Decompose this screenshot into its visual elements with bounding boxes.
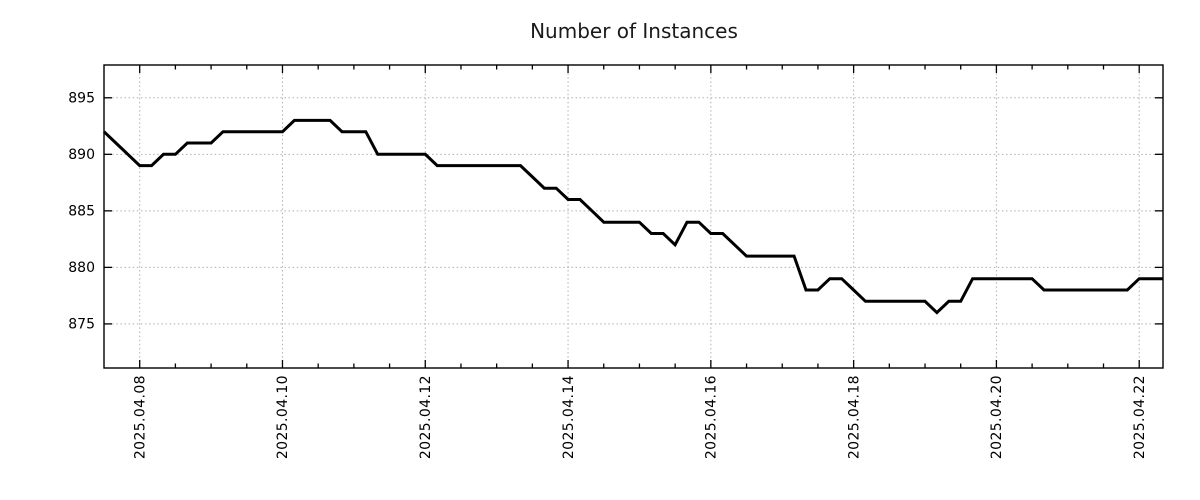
x-tick-label: 2025.04.20 <box>989 375 1005 459</box>
chart-title: Number of Instances <box>530 19 738 43</box>
plot-border-layer <box>103 64 1164 369</box>
x-tick-label: 2025.04.18 <box>846 375 862 459</box>
x-tick-label: 2025.04.16 <box>704 375 720 459</box>
y-tick-label: 890 <box>68 147 95 163</box>
series-layer <box>102 118 1163 315</box>
x-tick-label: 2025.04.22 <box>1132 375 1148 459</box>
x-tick-label: 2025.04.10 <box>275 375 291 459</box>
plot-border <box>103 64 1164 369</box>
gridlines-layer <box>104 65 1163 368</box>
y-tick-label: 885 <box>68 204 95 220</box>
x-tick-label: 2025.04.14 <box>561 375 577 459</box>
axis-labels-layer: 875 880 885 890 895 2025.04.08 2025.04.10 2025.… <box>68 91 1148 460</box>
y-tick-label: 895 <box>68 91 95 107</box>
x-tick-label: 2025.04.12 <box>418 375 434 459</box>
series-instances-line <box>102 118 1163 315</box>
y-tick-label: 880 <box>68 260 95 276</box>
x-tick-label: 2025.04.08 <box>132 375 148 459</box>
y-tick-label: 875 <box>68 317 95 333</box>
ticks-layer <box>104 65 1163 368</box>
